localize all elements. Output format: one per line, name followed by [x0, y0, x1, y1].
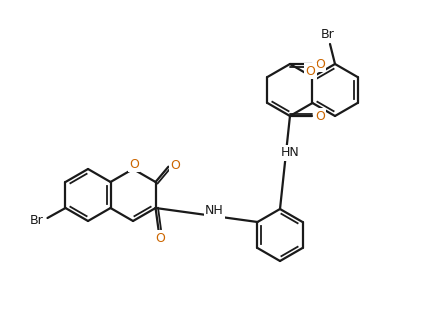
Text: NH: NH	[205, 204, 224, 217]
Text: O: O	[170, 159, 180, 172]
Text: Br: Br	[30, 213, 43, 226]
Text: HN: HN	[281, 146, 300, 159]
Text: Br: Br	[321, 27, 335, 40]
Text: O: O	[129, 158, 139, 170]
Text: O: O	[305, 65, 316, 77]
Text: O: O	[315, 110, 325, 122]
Text: O: O	[156, 231, 166, 245]
Text: O: O	[315, 58, 325, 71]
